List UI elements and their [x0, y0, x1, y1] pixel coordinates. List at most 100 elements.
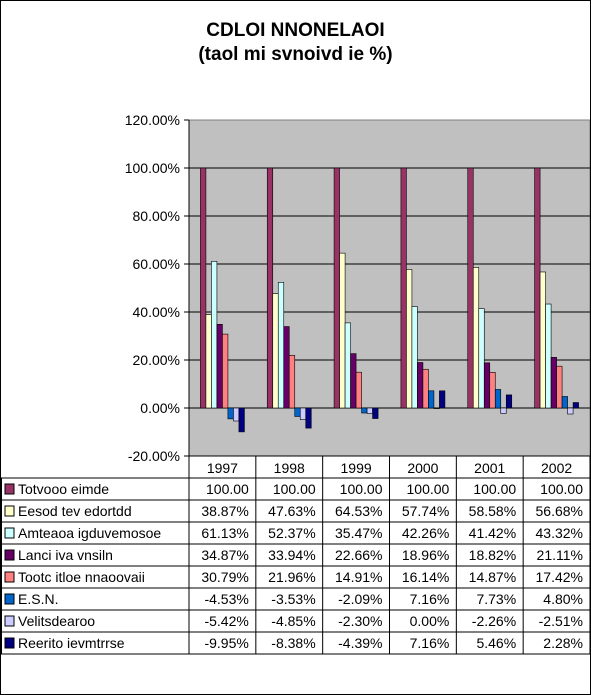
bar — [266, 167, 274, 409]
bar — [556, 365, 563, 409]
bar — [333, 167, 340, 409]
bar — [227, 407, 234, 420]
bar — [505, 394, 513, 409]
data-label: 38.87% — [201, 503, 248, 519]
bar — [283, 326, 290, 409]
bar — [361, 407, 368, 414]
data-label: -4.39% — [338, 635, 382, 651]
y-tick-label: 0.00% — [140, 400, 180, 416]
bar — [222, 333, 229, 409]
legend-swatch — [4, 505, 15, 517]
bar — [211, 260, 218, 409]
legend-label: Reerito ievmtrrse — [18, 635, 125, 651]
data-label: 21.11% — [537, 547, 583, 563]
data-label: 14.87% — [469, 569, 516, 585]
data-label: 7.16% — [410, 591, 450, 607]
x-tick-label: 1998 — [274, 460, 305, 476]
bar — [355, 371, 362, 409]
bar — [200, 167, 207, 409]
data-label: 34.87% — [201, 547, 248, 563]
data-label: 16.14% — [402, 569, 449, 585]
chart-title: CDLOI NNONELAOI — [206, 20, 385, 41]
data-label: 14.91% — [335, 569, 382, 585]
x-tick-label: 2002 — [541, 460, 572, 476]
bar — [534, 167, 541, 409]
legend-swatch — [4, 527, 15, 539]
data-label: -9.95% — [204, 635, 248, 651]
x-tick-label: 1999 — [341, 460, 372, 476]
bar — [366, 407, 373, 414]
bar — [299, 407, 307, 420]
data-label: 4.80% — [543, 591, 583, 607]
y-tick-label: 120.00% — [125, 112, 180, 128]
data-label: 17.42% — [536, 569, 583, 585]
bar — [500, 407, 507, 414]
bar — [406, 269, 413, 409]
data-label: -4.53% — [204, 591, 248, 607]
chart-subtitle: (taol mi svnoivd ie %) — [198, 44, 393, 65]
y-tick-label: 100.00% — [125, 160, 180, 176]
bar — [233, 407, 240, 422]
bar — [428, 390, 435, 409]
bar — [277, 282, 285, 409]
x-tick-label: 2001 — [474, 460, 505, 476]
bar — [339, 252, 346, 409]
y-tick-label: 60.00% — [133, 256, 180, 272]
data-label: 52.37% — [268, 525, 315, 541]
data-label: 100.00 — [206, 481, 249, 497]
chart-title-block: CDLOI NNONELAOI (taol mi svnoivd ie %) — [1, 19, 590, 67]
legend-label: E.S.N. — [18, 591, 58, 607]
data-label: 100.00 — [340, 481, 383, 497]
bar — [372, 407, 379, 419]
data-label: 43.32% — [536, 525, 583, 541]
plot-area — [188, 119, 590, 457]
bar — [417, 362, 424, 409]
legend-swatch — [4, 637, 15, 649]
bar — [400, 167, 407, 409]
bar — [561, 396, 568, 409]
x-tick-label: 2000 — [407, 460, 438, 476]
data-label: -8.38% — [271, 635, 315, 651]
data-label: 7.16% — [410, 635, 450, 651]
bar — [494, 389, 502, 409]
data-label: 64.53% — [335, 503, 382, 519]
legend-label: Totvooo eimde — [18, 481, 109, 497]
data-label: 100.00 — [407, 481, 450, 497]
x-tick-label: 1997 — [207, 460, 238, 476]
bar — [272, 293, 279, 409]
data-label: 2.28% — [543, 635, 583, 651]
legend-swatch — [4, 483, 15, 495]
data-label: 57.74% — [402, 503, 449, 519]
data-label: 7.73% — [476, 591, 516, 607]
bar — [411, 306, 418, 409]
bar — [344, 322, 351, 409]
bar — [550, 357, 557, 409]
legend-swatch — [4, 593, 15, 605]
bar — [483, 362, 491, 409]
data-label: -4.85% — [271, 613, 315, 629]
data-label: -2.30% — [338, 613, 382, 629]
data-label: 18.96% — [402, 547, 449, 563]
data-label: 42.26% — [402, 525, 449, 541]
bar — [350, 353, 357, 409]
data-label: -2.51% — [539, 613, 583, 629]
bar — [305, 407, 312, 429]
bar — [205, 314, 212, 409]
bar — [288, 354, 296, 409]
legend-label: Velitsdearoo — [18, 613, 95, 629]
legend-swatch — [4, 571, 15, 583]
data-label: 41.42% — [469, 525, 516, 541]
bar — [545, 303, 552, 409]
y-tick-label: 40.00% — [133, 304, 180, 320]
data-label: 61.13% — [201, 525, 248, 541]
bar — [567, 407, 574, 415]
bar — [294, 407, 301, 417]
bar — [238, 407, 245, 433]
data-label: 21.96% — [268, 569, 315, 585]
bar — [439, 390, 446, 409]
data-label: 0.00% — [410, 613, 450, 629]
legend-swatch — [4, 615, 15, 627]
bar — [472, 267, 480, 409]
bar — [422, 368, 429, 409]
legend-swatch — [4, 549, 15, 561]
